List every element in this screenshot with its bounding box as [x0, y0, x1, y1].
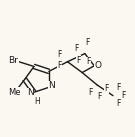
Text: F: F [88, 88, 92, 97]
Text: Br: Br [8, 56, 18, 65]
Text: F: F [75, 44, 79, 53]
Text: F: F [87, 57, 91, 66]
Text: F: F [116, 83, 120, 92]
Text: H: H [34, 97, 40, 106]
Text: F: F [85, 38, 90, 47]
Text: N: N [48, 82, 55, 90]
Text: F: F [121, 91, 126, 100]
Text: F: F [76, 56, 80, 65]
Text: F: F [57, 61, 62, 70]
Text: F: F [116, 99, 120, 108]
Text: N: N [27, 88, 34, 97]
Text: F: F [104, 84, 108, 93]
Text: Me: Me [8, 88, 20, 97]
Text: F: F [97, 92, 102, 102]
Text: O: O [94, 61, 101, 70]
Text: F: F [57, 50, 62, 59]
